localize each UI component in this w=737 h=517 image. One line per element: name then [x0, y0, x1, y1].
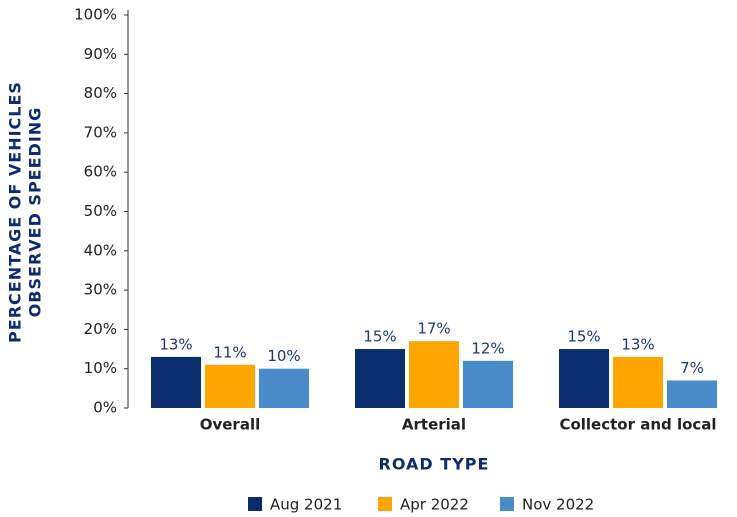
y-axis-title-line: OBSERVED SPEEDING [26, 107, 45, 318]
legend-swatch [248, 497, 262, 511]
bar [559, 349, 609, 408]
data-label: 11% [213, 343, 246, 361]
data-label: 7% [680, 359, 704, 377]
y-tick-label: 40% [84, 241, 117, 259]
y-tick-label: 20% [84, 320, 117, 338]
y-tick-label: 50% [84, 202, 117, 220]
y-tick-label: 10% [84, 359, 117, 377]
data-label: 13% [621, 335, 654, 353]
data-label: 17% [417, 320, 450, 338]
y-tick-label: 100% [74, 6, 117, 24]
bar [151, 356, 201, 408]
legend-label: Aug 2021 [270, 496, 342, 514]
data-label: 15% [567, 328, 600, 346]
x-tick-label: Overall [200, 416, 261, 434]
y-tick-label: 80% [84, 84, 117, 102]
data-label: 15% [363, 328, 396, 346]
x-tick-label: Collector and local [559, 416, 716, 434]
data-label: 13% [159, 335, 192, 353]
x-axis-title: ROAD TYPE [379, 455, 490, 474]
legend-label: Apr 2022 [400, 496, 469, 514]
y-tick-label: 70% [84, 123, 117, 141]
data-label: 12% [471, 339, 504, 357]
bar [205, 364, 255, 408]
bar [613, 356, 663, 408]
bar [355, 349, 405, 408]
bar [409, 341, 459, 408]
legend-label: Nov 2022 [522, 496, 594, 514]
y-axis-title-line: PERCENTAGE OF VEHICLES [6, 81, 25, 343]
bar [667, 380, 717, 408]
data-label: 10% [267, 347, 300, 365]
y-tick-label: 90% [84, 45, 117, 63]
legend-swatch [378, 497, 392, 511]
bar [463, 360, 513, 408]
bar [259, 368, 309, 408]
y-tick-label: 30% [84, 281, 117, 299]
legend-swatch [500, 497, 514, 511]
y-tick-label: 0% [93, 399, 117, 417]
x-tick-label: Arterial [402, 416, 466, 434]
y-tick-label: 60% [84, 163, 117, 181]
y-axis-title: PERCENTAGE OF VEHICLES OBSERVED SPEEDING [6, 81, 45, 343]
